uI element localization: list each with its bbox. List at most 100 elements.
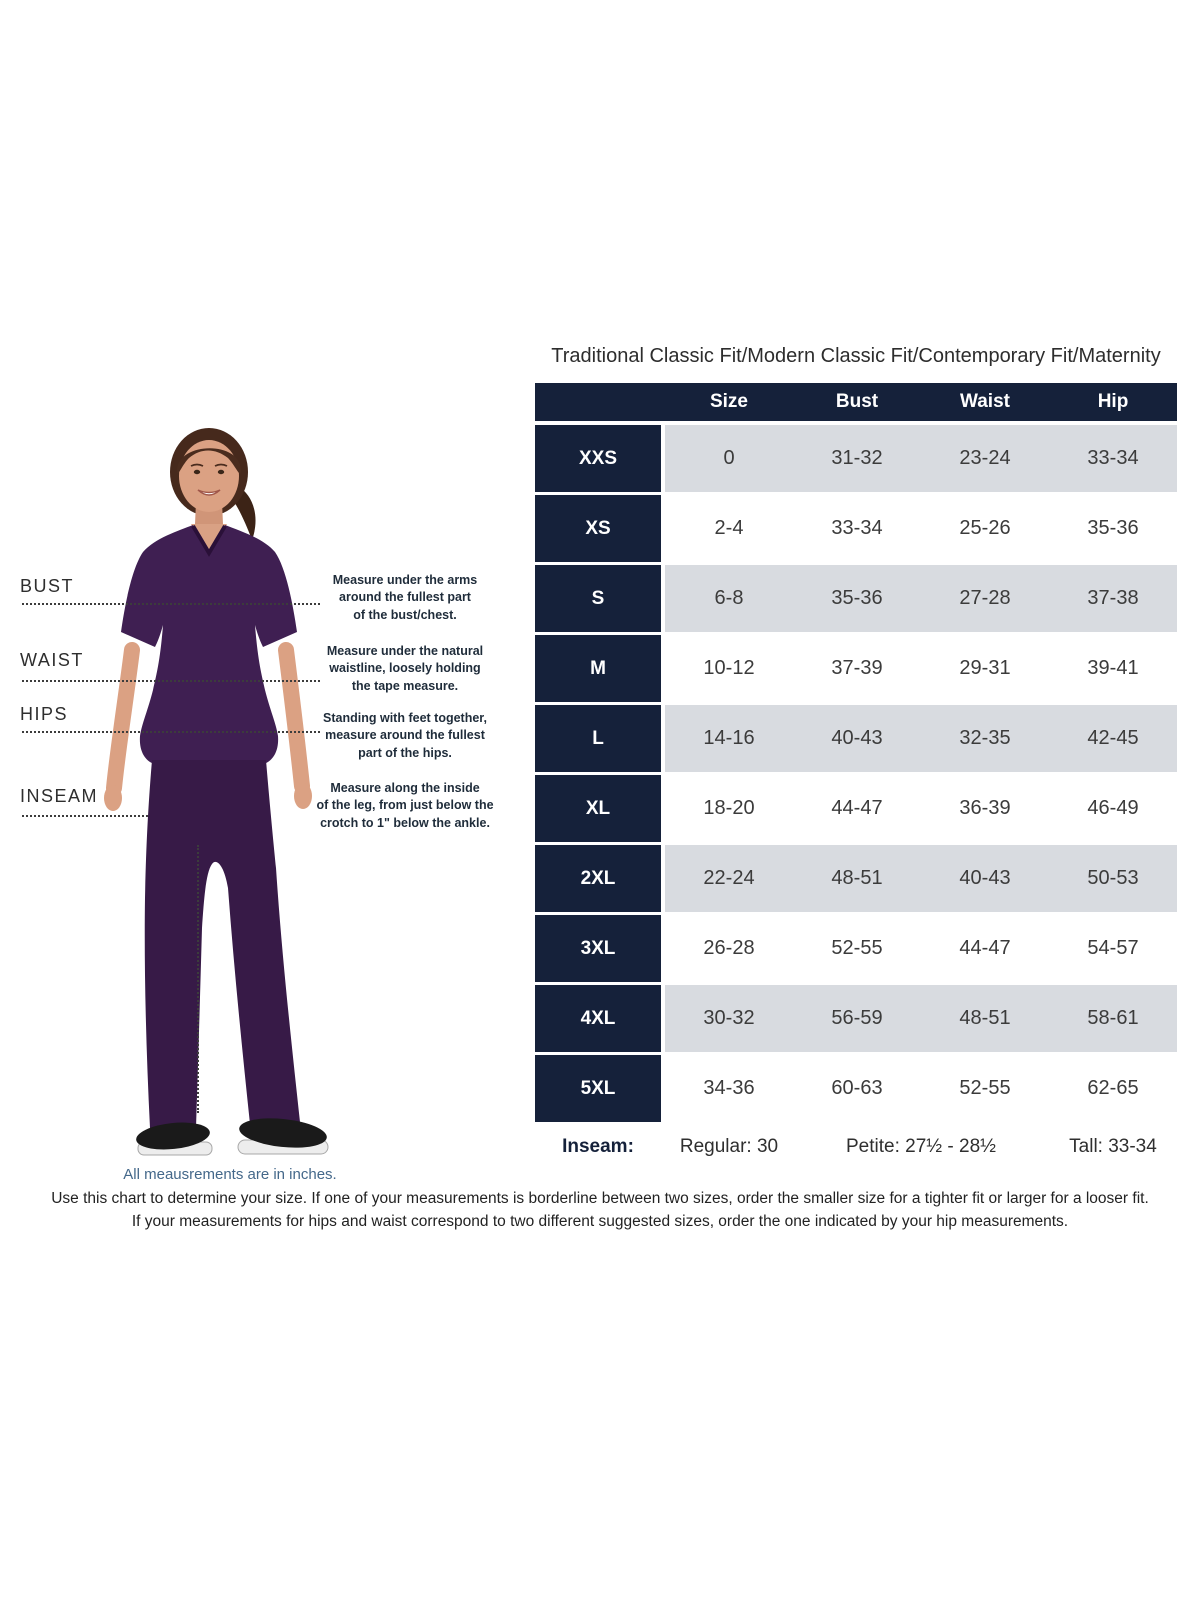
table-cell: 50-53 — [1087, 867, 1139, 889]
bust-label: BUST — [20, 576, 75, 596]
table-row: XL 18-20 44-47 36-39 46-49 — [535, 775, 1177, 842]
waist-label: WAIST — [20, 650, 84, 670]
row-values: 10-12 37-39 29-31 39-41 — [665, 635, 1177, 702]
table-row: XXS 0 31-32 23-24 33-34 — [535, 425, 1177, 492]
inseam-instruction: Measure along the inside of the leg, fro… — [316, 781, 494, 830]
left-eye — [193, 469, 201, 475]
table-cell: 44-47 — [959, 937, 1011, 959]
bust-dotted-line — [22, 603, 320, 605]
table-cell: 29-31 — [959, 657, 1011, 679]
waist-instruction: Measure under the natural waistline, loo… — [326, 644, 484, 693]
size-label-cell: XL — [535, 775, 661, 842]
size-label-cell: M — [535, 635, 661, 702]
table-row: 2XL 22-24 48-51 40-43 50-53 — [535, 845, 1177, 912]
table-row: 4XL 30-32 56-59 48-51 58-61 — [535, 985, 1177, 1052]
inseam-dotted-line — [22, 815, 200, 817]
header-bust: Bust — [835, 391, 879, 412]
table-cell: 14-16 — [703, 727, 755, 749]
size-label-cell: 3XL — [535, 915, 661, 982]
table-cell: 18-20 — [703, 797, 755, 819]
table-cell: 44-47 — [831, 797, 883, 819]
table-cell: 58-61 — [1087, 1007, 1139, 1029]
table-cell: 39-41 — [1087, 657, 1139, 679]
table-cell: 6-8 — [714, 587, 744, 609]
inseam-petite: Petite: 27½ - 28½ — [846, 1136, 996, 1157]
table-cell: 27-28 — [959, 587, 1011, 609]
header-size: Size — [709, 391, 749, 412]
face — [179, 440, 239, 512]
inseam-regular: Regular: 30 — [679, 1136, 779, 1157]
hips-instruction: Standing with feet together, measure aro… — [323, 711, 487, 760]
chart-title: Traditional Classic Fit/Modern Classic F… — [551, 345, 1161, 367]
label-gap — [661, 495, 665, 562]
table-cell: 36-39 — [959, 797, 1011, 819]
table-cell: 26-28 — [703, 937, 755, 959]
row-values: 30-32 56-59 48-51 58-61 — [665, 985, 1177, 1052]
table-cell: 22-24 — [703, 867, 755, 889]
left-arm — [106, 642, 140, 796]
table-cell: 2-4 — [714, 517, 744, 539]
right-brow — [214, 463, 228, 467]
table-cell: 35-36 — [831, 587, 883, 609]
left-brow — [190, 463, 204, 467]
label-gap — [661, 635, 665, 702]
table-cell: 37-38 — [1087, 587, 1139, 609]
table-cell: 48-51 — [959, 1007, 1011, 1029]
label-gap — [661, 775, 665, 842]
table-cell: 23-24 — [959, 447, 1011, 469]
v-neck-trim — [191, 524, 227, 557]
smile — [197, 489, 221, 496]
table-cell: 56-59 — [831, 1007, 883, 1029]
table-cell: 52-55 — [959, 1077, 1011, 1099]
size-chart-rows: XXS 0 31-32 23-24 33-34 XS 2-4 33-34 25-26 35-36 S… — [535, 425, 1177, 1122]
table-cell: 25-26 — [959, 517, 1011, 539]
table-cell: 0 — [723, 447, 735, 469]
row-values: 18-20 44-47 36-39 46-49 — [665, 775, 1177, 842]
table-cell: 33-34 — [831, 517, 883, 539]
table-cell: 48-51 — [831, 867, 883, 889]
woman-figure-illustration — [104, 428, 329, 1156]
chest-skin — [191, 524, 227, 554]
footer-note-line2: If your measurements for hips and waist … — [131, 1213, 1069, 1230]
table-cell: 60-63 — [831, 1077, 883, 1099]
label-gap — [661, 1055, 665, 1122]
table-cell: 37-39 — [831, 657, 883, 679]
table-row: 5XL 34-36 60-63 52-55 62-65 — [535, 1055, 1177, 1122]
size-label-cell: 2XL — [535, 845, 661, 912]
label-gap — [661, 915, 665, 982]
table-cell: 62-65 — [1087, 1077, 1139, 1099]
table-cell: 46-49 — [1087, 797, 1139, 819]
size-label-cell: 4XL — [535, 985, 661, 1052]
size-label-cell: 5XL — [535, 1055, 661, 1122]
table-cell: 31-32 — [831, 447, 883, 469]
row-values: 0 31-32 23-24 33-34 — [665, 425, 1177, 492]
waist-dotted-line — [22, 680, 320, 682]
right-arm — [278, 642, 310, 794]
table-header-row: Size Bust Waist Hip — [535, 383, 1177, 421]
label-gap — [661, 565, 665, 632]
header-hip: Hip — [1097, 391, 1129, 412]
row-values: 34-36 60-63 52-55 62-65 — [665, 1055, 1177, 1122]
table-cell: 42-45 — [1087, 727, 1139, 749]
table-row: 3XL 26-28 52-55 44-47 54-57 — [535, 915, 1177, 982]
table-cell: 32-35 — [959, 727, 1011, 749]
inseam-label: INSEAM — [20, 786, 99, 806]
table-cell: 35-36 — [1087, 517, 1139, 539]
bust-instruction: Measure under the arms around the fulles… — [332, 573, 478, 622]
footer-note-line1: Use this chart to determine your size. I… — [51, 1190, 1149, 1207]
table-cell: 34-36 — [703, 1077, 755, 1099]
table-cell: 54-57 — [1087, 937, 1139, 959]
hips-label: HIPS — [20, 704, 69, 724]
table-cell: 10-12 — [703, 657, 755, 679]
scrub-top — [121, 525, 297, 764]
inseam-vertical-dotted-line — [197, 845, 199, 1113]
label-gap — [661, 985, 665, 1052]
left-shoe — [136, 1122, 210, 1150]
row-values: 14-16 40-43 32-35 42-45 — [665, 705, 1177, 772]
label-gap — [661, 705, 665, 772]
label-gap — [661, 425, 665, 492]
table-cell: 30-32 — [703, 1007, 755, 1029]
table-row: XS 2-4 33-34 25-26 35-36 — [535, 495, 1177, 562]
header-waist: Waist — [960, 391, 1010, 412]
